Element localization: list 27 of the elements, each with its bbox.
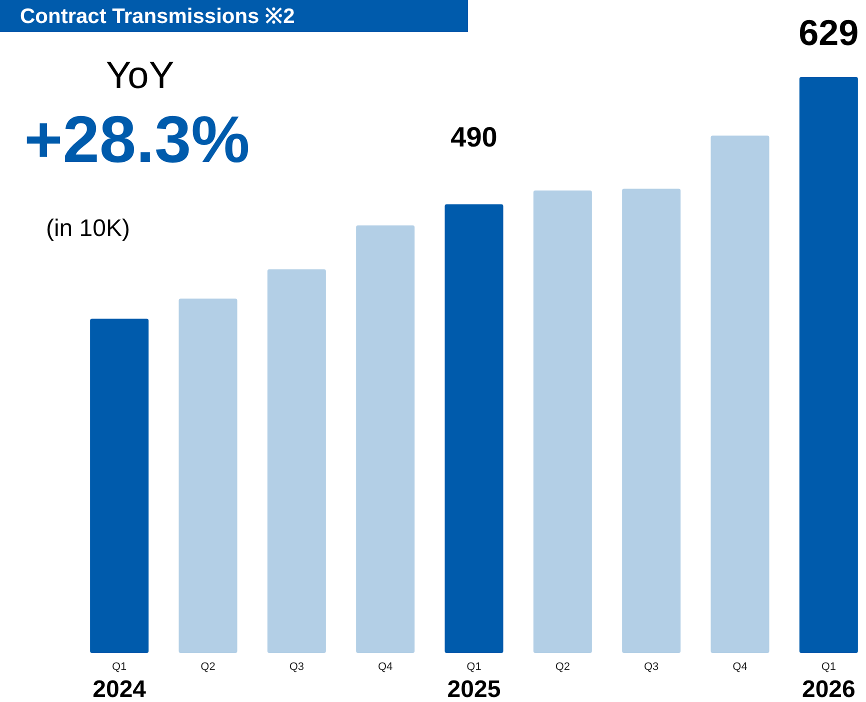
x-tick-label: Q4 bbox=[378, 661, 393, 673]
x-tick-label: Q1 bbox=[112, 661, 127, 673]
bar bbox=[356, 225, 415, 653]
x-tick-label: Q3 bbox=[644, 661, 659, 673]
x-tick-label: Q4 bbox=[732, 661, 748, 673]
chart-title: Contract Transmissions ※2 bbox=[20, 5, 295, 28]
x-tick-label: Q1 bbox=[466, 661, 482, 673]
bar bbox=[710, 136, 770, 653]
bar bbox=[90, 318, 149, 653]
data-label: 490 bbox=[450, 121, 498, 152]
data-label: 629 bbox=[798, 12, 859, 53]
x-tick-label: Q1 bbox=[821, 661, 836, 673]
x-tick-label: Q2 bbox=[555, 661, 570, 673]
x-tick-label: Q2 bbox=[200, 661, 216, 673]
text: 2026 bbox=[802, 676, 856, 702]
bar bbox=[533, 190, 592, 653]
annotation: +28.3% bbox=[24, 102, 250, 176]
bar bbox=[799, 77, 858, 653]
x-tick-label: Q3 bbox=[289, 661, 304, 673]
annotation: YoY bbox=[106, 55, 174, 97]
y-axis-title: (in 10K) bbox=[46, 215, 130, 242]
bar bbox=[622, 188, 681, 653]
bar bbox=[178, 298, 238, 653]
bar bbox=[267, 269, 326, 653]
text: 2025 bbox=[447, 676, 501, 702]
bar bbox=[444, 204, 504, 653]
text: 2024 bbox=[92, 676, 147, 702]
